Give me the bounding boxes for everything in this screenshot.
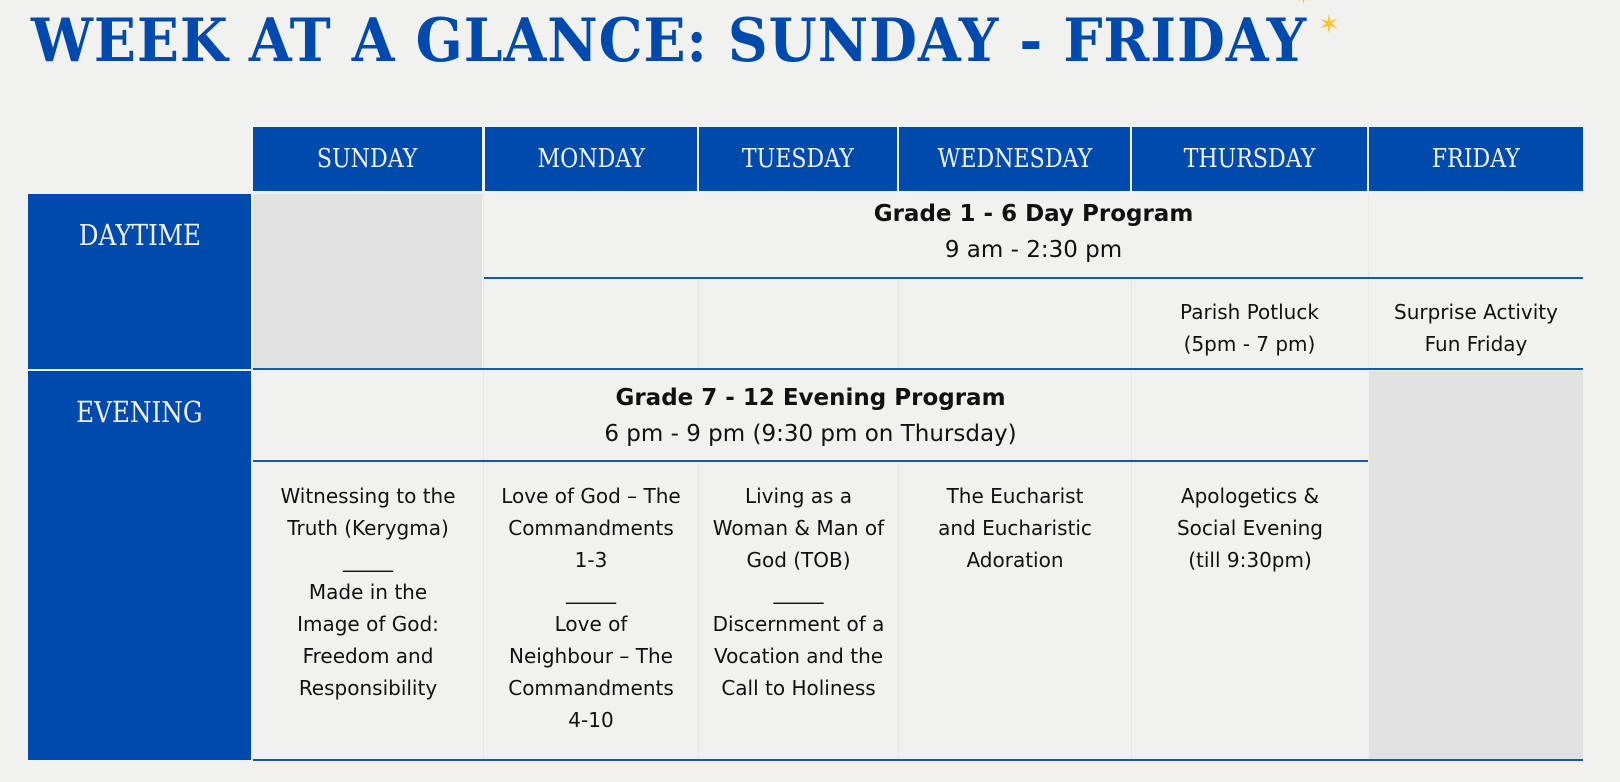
day-program: Grade 1 - 6 Day Program 9 am - 2:30 pm bbox=[484, 196, 1583, 268]
event-line: Parish Potluck bbox=[1180, 300, 1319, 324]
topic-line: Woman & Man of bbox=[712, 516, 885, 540]
row-divider bbox=[253, 368, 1583, 370]
evening-program-title: Grade 7 - 12 Evening Program bbox=[615, 385, 1006, 411]
row-label-daytime: DAYTIME bbox=[28, 194, 251, 369]
topic-line: Apologetics & bbox=[1180, 484, 1320, 508]
row-divider bbox=[253, 460, 1368, 462]
topic-line: God (TOB) bbox=[746, 548, 851, 572]
grid-line bbox=[1131, 278, 1132, 369]
topic-line: Responsibility bbox=[298, 676, 438, 700]
grid-line bbox=[898, 278, 899, 369]
header-tuesday: TUESDAY bbox=[699, 127, 897, 191]
event-line: Surprise Activity bbox=[1394, 300, 1558, 324]
topic-line: (till 9:30pm) bbox=[1188, 548, 1312, 572]
topic-line: Call to Holiness bbox=[721, 676, 876, 700]
sunday-evening-topics: Witnessing to the Truth (Kerygma) _____ Mad… bbox=[253, 480, 483, 704]
topic-line: Commandments bbox=[508, 676, 674, 700]
topic-line: Witnessing to the bbox=[280, 484, 456, 508]
topic-line: Image of God: bbox=[297, 612, 439, 636]
friday-daytime-event: Surprise Activity Fun Friday bbox=[1369, 296, 1583, 360]
header-wednesday: WEDNESDAY bbox=[899, 127, 1130, 191]
evening-program-time: 6 pm - 9 pm (9:30 pm on Thursday) bbox=[604, 421, 1017, 447]
row-label-evening: EVENING bbox=[28, 371, 251, 760]
topic-line: Commandments bbox=[508, 516, 674, 540]
thursday-evening-topics: Apologetics & Social Evening (till 9:30pm) bbox=[1132, 480, 1368, 576]
monday-evening-topics: Love of God – The Commandments 1-3 _____ Lov… bbox=[484, 480, 698, 736]
wednesday-evening-topics: The Eucharist and Eucharistic Adoration bbox=[899, 480, 1131, 576]
friday-evening-closed bbox=[1369, 371, 1583, 760]
star-icon: ✶ bbox=[1318, 10, 1340, 40]
topic-line: Love of God – The bbox=[501, 484, 681, 508]
grid-line bbox=[698, 461, 699, 760]
topic-line: Truth (Kerygma) bbox=[287, 516, 449, 540]
topic-line: 1-3 bbox=[574, 548, 608, 572]
header-sunday: SUNDAY bbox=[253, 127, 482, 191]
header-friday: FRIDAY bbox=[1369, 127, 1583, 191]
topic-line: 4-10 bbox=[568, 708, 614, 732]
topic-line: Neighbour – The bbox=[509, 644, 673, 668]
event-line: (5pm - 7 pm) bbox=[1183, 332, 1316, 356]
thursday-daytime-event: Parish Potluck (5pm - 7 pm) bbox=[1132, 296, 1367, 360]
topic-line: Adoration bbox=[966, 548, 1064, 572]
sunday-daytime-closed bbox=[253, 194, 482, 368]
evening-program: Grade 7 - 12 Evening Program 6 pm - 9 pm… bbox=[253, 380, 1368, 452]
grid-line bbox=[1131, 371, 1132, 760]
header-monday: MONDAY bbox=[485, 127, 697, 191]
topic-line: The Eucharist bbox=[946, 484, 1084, 508]
row-divider bbox=[484, 277, 1583, 279]
header-thursday: THURSDAY bbox=[1132, 127, 1367, 191]
topic-line: Love of bbox=[554, 612, 628, 636]
topic-line: and Eucharistic bbox=[938, 516, 1092, 540]
grid-line bbox=[483, 194, 484, 760]
star-icon: ✶ bbox=[1296, 0, 1311, 9]
topic-line: _____ bbox=[773, 580, 824, 604]
page-title: WEEK AT A GLANCE: SUNDAY - FRIDAY bbox=[31, 6, 1308, 76]
topic-line: _____ bbox=[343, 548, 393, 572]
grid-line bbox=[898, 461, 899, 760]
grid-line bbox=[698, 278, 699, 369]
tuesday-evening-topics: Living as a Woman & Man of God (TOB) _____ D… bbox=[699, 480, 898, 704]
topic-line: Discernment of a bbox=[712, 612, 885, 636]
day-program-time: 9 am - 2:30 pm bbox=[944, 237, 1123, 263]
grid-line bbox=[1368, 194, 1369, 369]
topic-line: Made in the bbox=[308, 580, 428, 604]
event-line: Fun Friday bbox=[1424, 332, 1528, 356]
topic-line: Living as a bbox=[744, 484, 853, 508]
topic-line: Freedom and bbox=[302, 644, 434, 668]
topic-line: Vocation and the bbox=[713, 644, 884, 668]
topic-line: Social Evening bbox=[1176, 516, 1324, 540]
row-divider bbox=[253, 759, 1583, 761]
day-program-title: Grade 1 - 6 Day Program bbox=[873, 201, 1194, 227]
topic-line: _____ bbox=[566, 580, 616, 604]
